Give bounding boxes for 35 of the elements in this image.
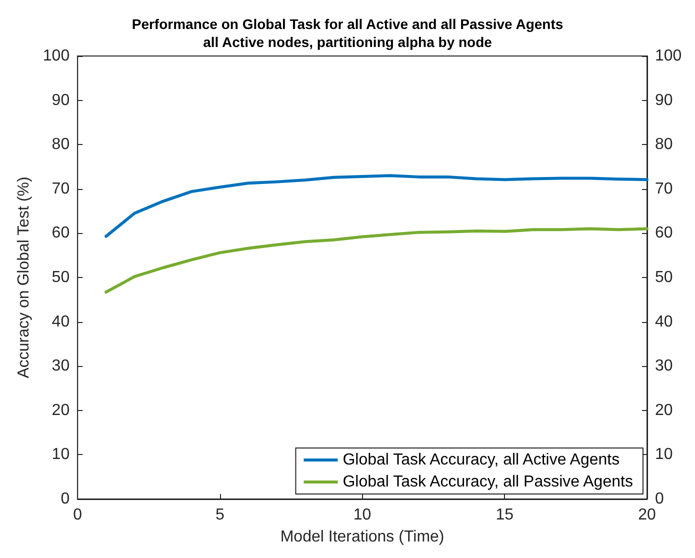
x-axis-title: Model Iterations (Time) — [280, 528, 444, 546]
chart-subtitle: all Active nodes, partitioning alpha by node — [203, 34, 492, 50]
x-tick-label: 0 — [73, 506, 82, 524]
y-tick-label: 40 — [52, 313, 70, 330]
y-tick-label: 30 — [52, 358, 70, 375]
y-tick-label: 80 — [52, 136, 70, 154]
line-series — [104, 174, 648, 238]
y-tick-label: 20 — [52, 402, 70, 419]
x-tick-label: 5 — [215, 506, 224, 524]
legend-label: Global Task Accuracy, all Passive Agents — [342, 474, 633, 490]
y2-tick-label: 40 — [655, 313, 673, 330]
y2-tick-label: 0 — [655, 490, 664, 508]
line-series — [104, 227, 648, 294]
y2-tick-label: 80 — [655, 136, 673, 154]
y-tick-label: 90 — [52, 92, 70, 109]
y2-tick-label: 50 — [655, 269, 673, 286]
x-tick-label: 15 — [496, 506, 514, 524]
y2-tick-label: 30 — [655, 358, 673, 375]
y-tick-label: 50 — [52, 269, 70, 286]
y-tick-label: 0 — [60, 490, 70, 508]
chart-title: Performance on Global Task for all Active and all Passive Agents — [132, 16, 564, 32]
y-tick-label: 100 — [42, 48, 70, 64]
y2-tick-label: 20 — [655, 402, 673, 419]
y2-tick-label: 90 — [655, 92, 673, 109]
y2-tick-label: 100 — [655, 48, 682, 64]
y-tick-label: 70 — [52, 180, 70, 198]
y-tick-label: 60 — [52, 224, 70, 242]
y-axis-title: Accuracy on Global Test (%) — [16, 176, 32, 378]
y2-tick-label: 60 — [655, 224, 673, 242]
legend-label: Global Task Accuracy, all Active Agents — [342, 452, 620, 468]
y-tick-label: 10 — [52, 446, 70, 464]
x-tick-label: 20 — [638, 506, 656, 524]
y2-tick-label: 70 — [655, 180, 673, 198]
x-tick-label: 10 — [353, 506, 372, 524]
y2-tick-label: 10 — [655, 446, 673, 464]
